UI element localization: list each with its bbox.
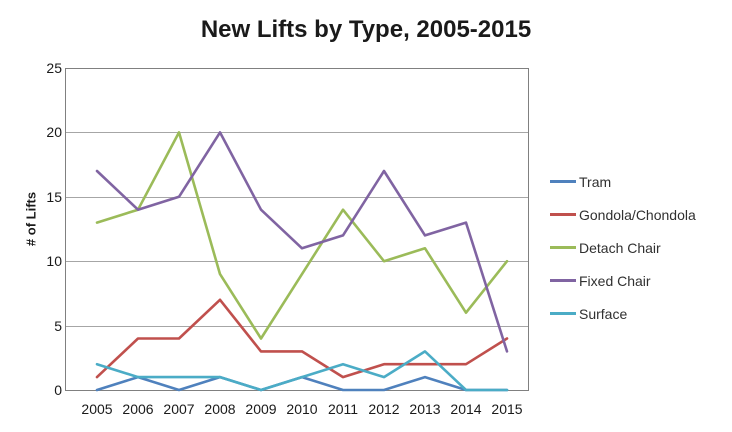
x-tick-label: 2014 (450, 401, 482, 417)
legend-item: Tram (550, 165, 696, 198)
legend-label: Surface (579, 305, 628, 322)
y-tick-label: 5 (54, 317, 62, 334)
legend-label: Gondola/Chondola (579, 206, 696, 223)
series-line-surface (95, 350, 509, 392)
series-line-gondola-chondola (95, 298, 509, 379)
x-tick-label: 2010 (286, 401, 318, 417)
legend-label: Tram (579, 173, 612, 190)
legend-line-swatch (550, 246, 576, 249)
plot-border (65, 68, 529, 391)
legend: Tram Gondola/Chondola Detach Chair Fixed Ch… (550, 165, 696, 330)
x-tick-label: 2012 (368, 401, 400, 417)
legend-label: Fixed Chair (579, 272, 651, 289)
x-tick-label: 2008 (204, 401, 236, 417)
y-tick-label: 25 (46, 60, 62, 76)
legend-label: Detach Chair (579, 239, 661, 256)
legend-item: Surface (550, 297, 696, 330)
x-tick-label: 2009 (245, 401, 277, 417)
legend-line-swatch (550, 180, 576, 183)
y-tick-label: 20 (46, 124, 62, 141)
legend-line-swatch (550, 312, 576, 315)
y-tick-label: 15 (46, 188, 62, 205)
series-line-detach-chair (95, 131, 509, 340)
legend-line-swatch (550, 279, 576, 282)
x-tick-label: 2005 (81, 401, 113, 417)
y-tick-label: 10 (46, 253, 62, 270)
legend-item: Detach Chair (550, 231, 696, 264)
y-tick-label: 0 (54, 382, 62, 398)
x-tick-label: 2015 (491, 401, 523, 417)
x-tick-label: 2011 (327, 401, 359, 417)
legend-item: Gondola/Chondola (550, 198, 696, 231)
x-tick-label: 2007 (163, 401, 195, 417)
series-line-tram (95, 375, 509, 392)
x-tick-label: 2013 (409, 401, 441, 417)
legend-item: Fixed Chair (550, 264, 696, 297)
legend-line-swatch (550, 213, 576, 216)
series-line-fixed-chair (95, 131, 509, 353)
x-tick-label: 2006 (122, 401, 154, 417)
chart-title: New Lifts by Type, 2005-2015 (200, 16, 532, 43)
